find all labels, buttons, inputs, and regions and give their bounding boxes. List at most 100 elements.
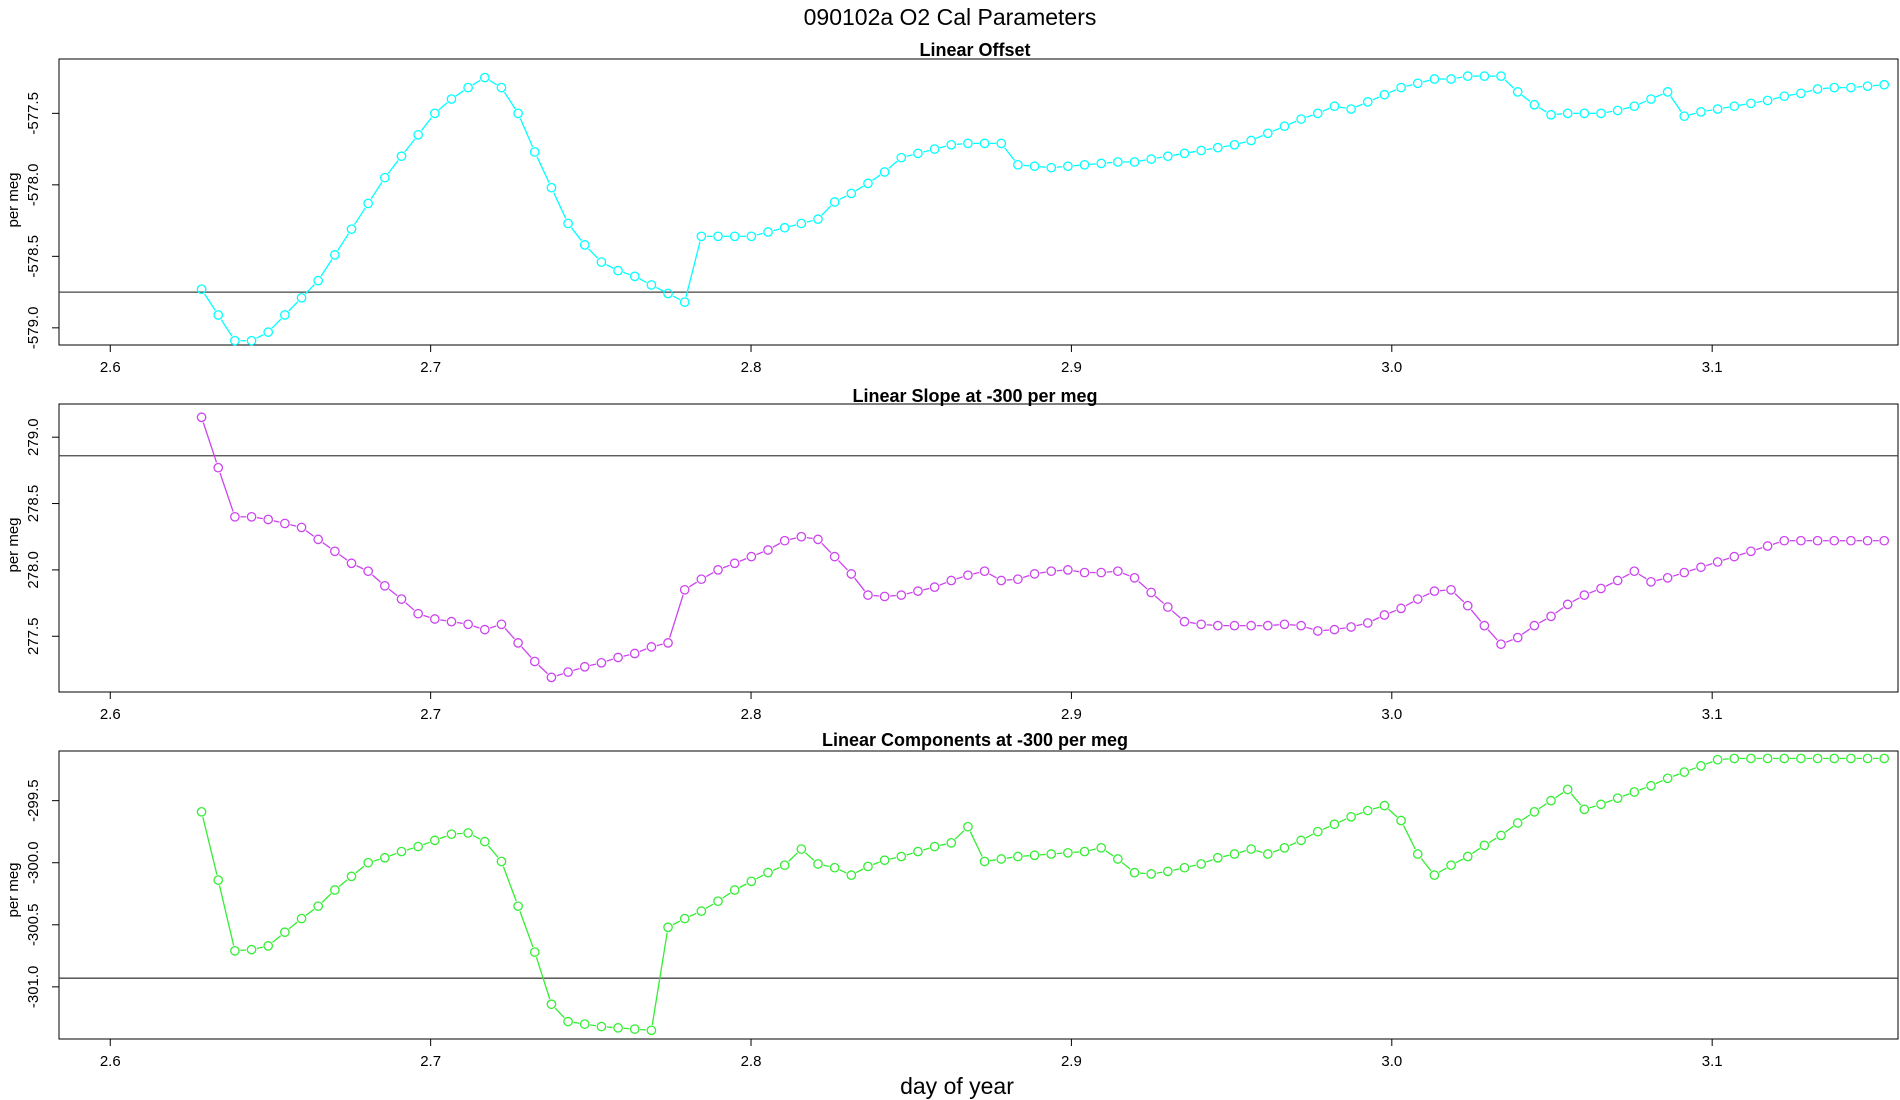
linear-offset-point: [729, 231, 740, 242]
linear-components-point: [213, 875, 224, 885]
linear-slope-point: [1096, 567, 1107, 578]
linear-slope-segment: [1356, 623, 1363, 627]
linear-slope-point: [746, 551, 757, 562]
linear-components-point: [729, 885, 740, 895]
linear-components-segment: [923, 847, 930, 851]
linear-slope-segment: [1521, 628, 1531, 635]
linear-components-point: [1696, 761, 1706, 771]
linear-components-point: [1279, 842, 1290, 853]
linear-offset-point: [1162, 151, 1173, 162]
linear-offset-segment: [404, 138, 416, 153]
linear-offset-point: [779, 222, 790, 233]
linear-components-segment: [1388, 808, 1398, 818]
linear-slope-segment: [772, 542, 781, 548]
linear-offset-segment: [1255, 134, 1264, 139]
linear-offset-segment: [1189, 150, 1196, 154]
linear-slope-point: [1246, 620, 1256, 631]
linear-slope-point: [346, 558, 357, 569]
linear-slope-segment: [1739, 552, 1746, 556]
linear-components-point: [1779, 753, 1790, 764]
linear-components-point: [1362, 805, 1373, 816]
linear-offset-point: [513, 108, 523, 119]
linear-slope-segment: [1022, 574, 1030, 579]
plot-frame: [58, 58, 1899, 346]
linear-offset-point: [1063, 161, 1073, 172]
linear-slope-segment: [273, 520, 280, 523]
linear-slope-point: [629, 648, 640, 659]
linear-components-segment: [689, 912, 697, 917]
linear-components-point: [1612, 793, 1623, 804]
linear-components-point: [446, 829, 457, 840]
linear-offset-point: [379, 172, 390, 183]
linear-components-segment: [1505, 825, 1514, 833]
linear-slope-segment: [338, 553, 348, 561]
y-tick-label: 278.5: [25, 485, 42, 523]
linear-slope-segment: [1755, 547, 1763, 551]
figure-title: 090102a O2 Cal Parameters: [804, 4, 1097, 30]
linear-slope-segment: [1306, 626, 1313, 630]
linear-offset-segment: [1306, 114, 1313, 118]
x-tick-label: 2.9: [1061, 706, 1082, 723]
linear-components-point: [1596, 799, 1606, 810]
linear-slope-segment: [1589, 589, 1597, 594]
linear-slope-segment: [1454, 593, 1465, 603]
linear-offset-point: [1346, 104, 1356, 114]
linear-slope-point: [213, 462, 224, 473]
linear-slope-point: [1712, 557, 1723, 567]
linear-slope-point: [1396, 603, 1406, 614]
linear-offset-segment: [1504, 79, 1515, 89]
linear-components-point: [1212, 852, 1223, 863]
linear-components-point: [1512, 818, 1523, 828]
linear-slope-segment: [371, 574, 382, 583]
linear-slope-point: [280, 518, 290, 529]
linear-offset-point: [329, 250, 340, 260]
linear-offset-segment: [1670, 96, 1682, 113]
linear-offset-point: [1762, 95, 1773, 106]
linear-slope-point: [863, 590, 873, 600]
linear-slope-segment: [1171, 610, 1181, 619]
linear-components-point: [979, 856, 990, 867]
linear-slope-point: [1679, 567, 1690, 578]
linear-slope-segment: [789, 537, 797, 541]
linear-components-point: [1446, 860, 1456, 871]
linear-offset-segment: [489, 79, 498, 86]
linear-components-point: [1262, 849, 1273, 859]
linear-offset-point: [1229, 139, 1240, 150]
linear-components-point: [896, 851, 907, 862]
linear-components-point: [546, 999, 557, 1010]
linear-offset-segment: [839, 195, 847, 201]
linear-components-segment: [1089, 848, 1096, 851]
y-tick-label: -578.0: [25, 164, 42, 207]
linear-offset-point: [429, 108, 440, 119]
linear-slope-point: [1429, 586, 1440, 596]
linear-slope-segment: [854, 577, 866, 592]
linear-offset-point: [1729, 101, 1740, 112]
x-tick-label: 2.8: [741, 359, 762, 376]
linear-offset-point: [1712, 104, 1723, 114]
linear-offset-segment: [855, 185, 864, 192]
linear-components-point: [1462, 851, 1473, 862]
linear-offset-point: [1279, 121, 1290, 132]
linear-offset-segment: [906, 154, 913, 157]
linear-components-point: [1579, 804, 1590, 815]
linear-offset-point: [280, 310, 290, 320]
linear-offset-point: [746, 231, 757, 242]
linear-slope-point: [1512, 632, 1523, 643]
linear-components-point: [1063, 847, 1073, 858]
x-tick-label: 2.9: [1061, 359, 1082, 376]
linear-offset-point: [663, 288, 673, 299]
linear-components-point: [1546, 795, 1556, 806]
linear-slope-point: [829, 551, 840, 562]
linear-offset-segment: [588, 248, 599, 259]
linear-slope-point: [929, 582, 940, 593]
linear-offset-point: [1096, 158, 1107, 169]
linear-offset-point: [1696, 107, 1706, 117]
linear-offset-point: [1829, 82, 1840, 93]
linear-offset-segment: [1655, 93, 1663, 98]
linear-offset-point: [579, 240, 590, 250]
linear-slope-segment: [606, 658, 614, 662]
linear-components-point: [1029, 850, 1040, 861]
linear-slope-point: [1229, 620, 1240, 631]
linear-offset-point: [1312, 108, 1323, 119]
linear-slope-point: [230, 511, 240, 522]
